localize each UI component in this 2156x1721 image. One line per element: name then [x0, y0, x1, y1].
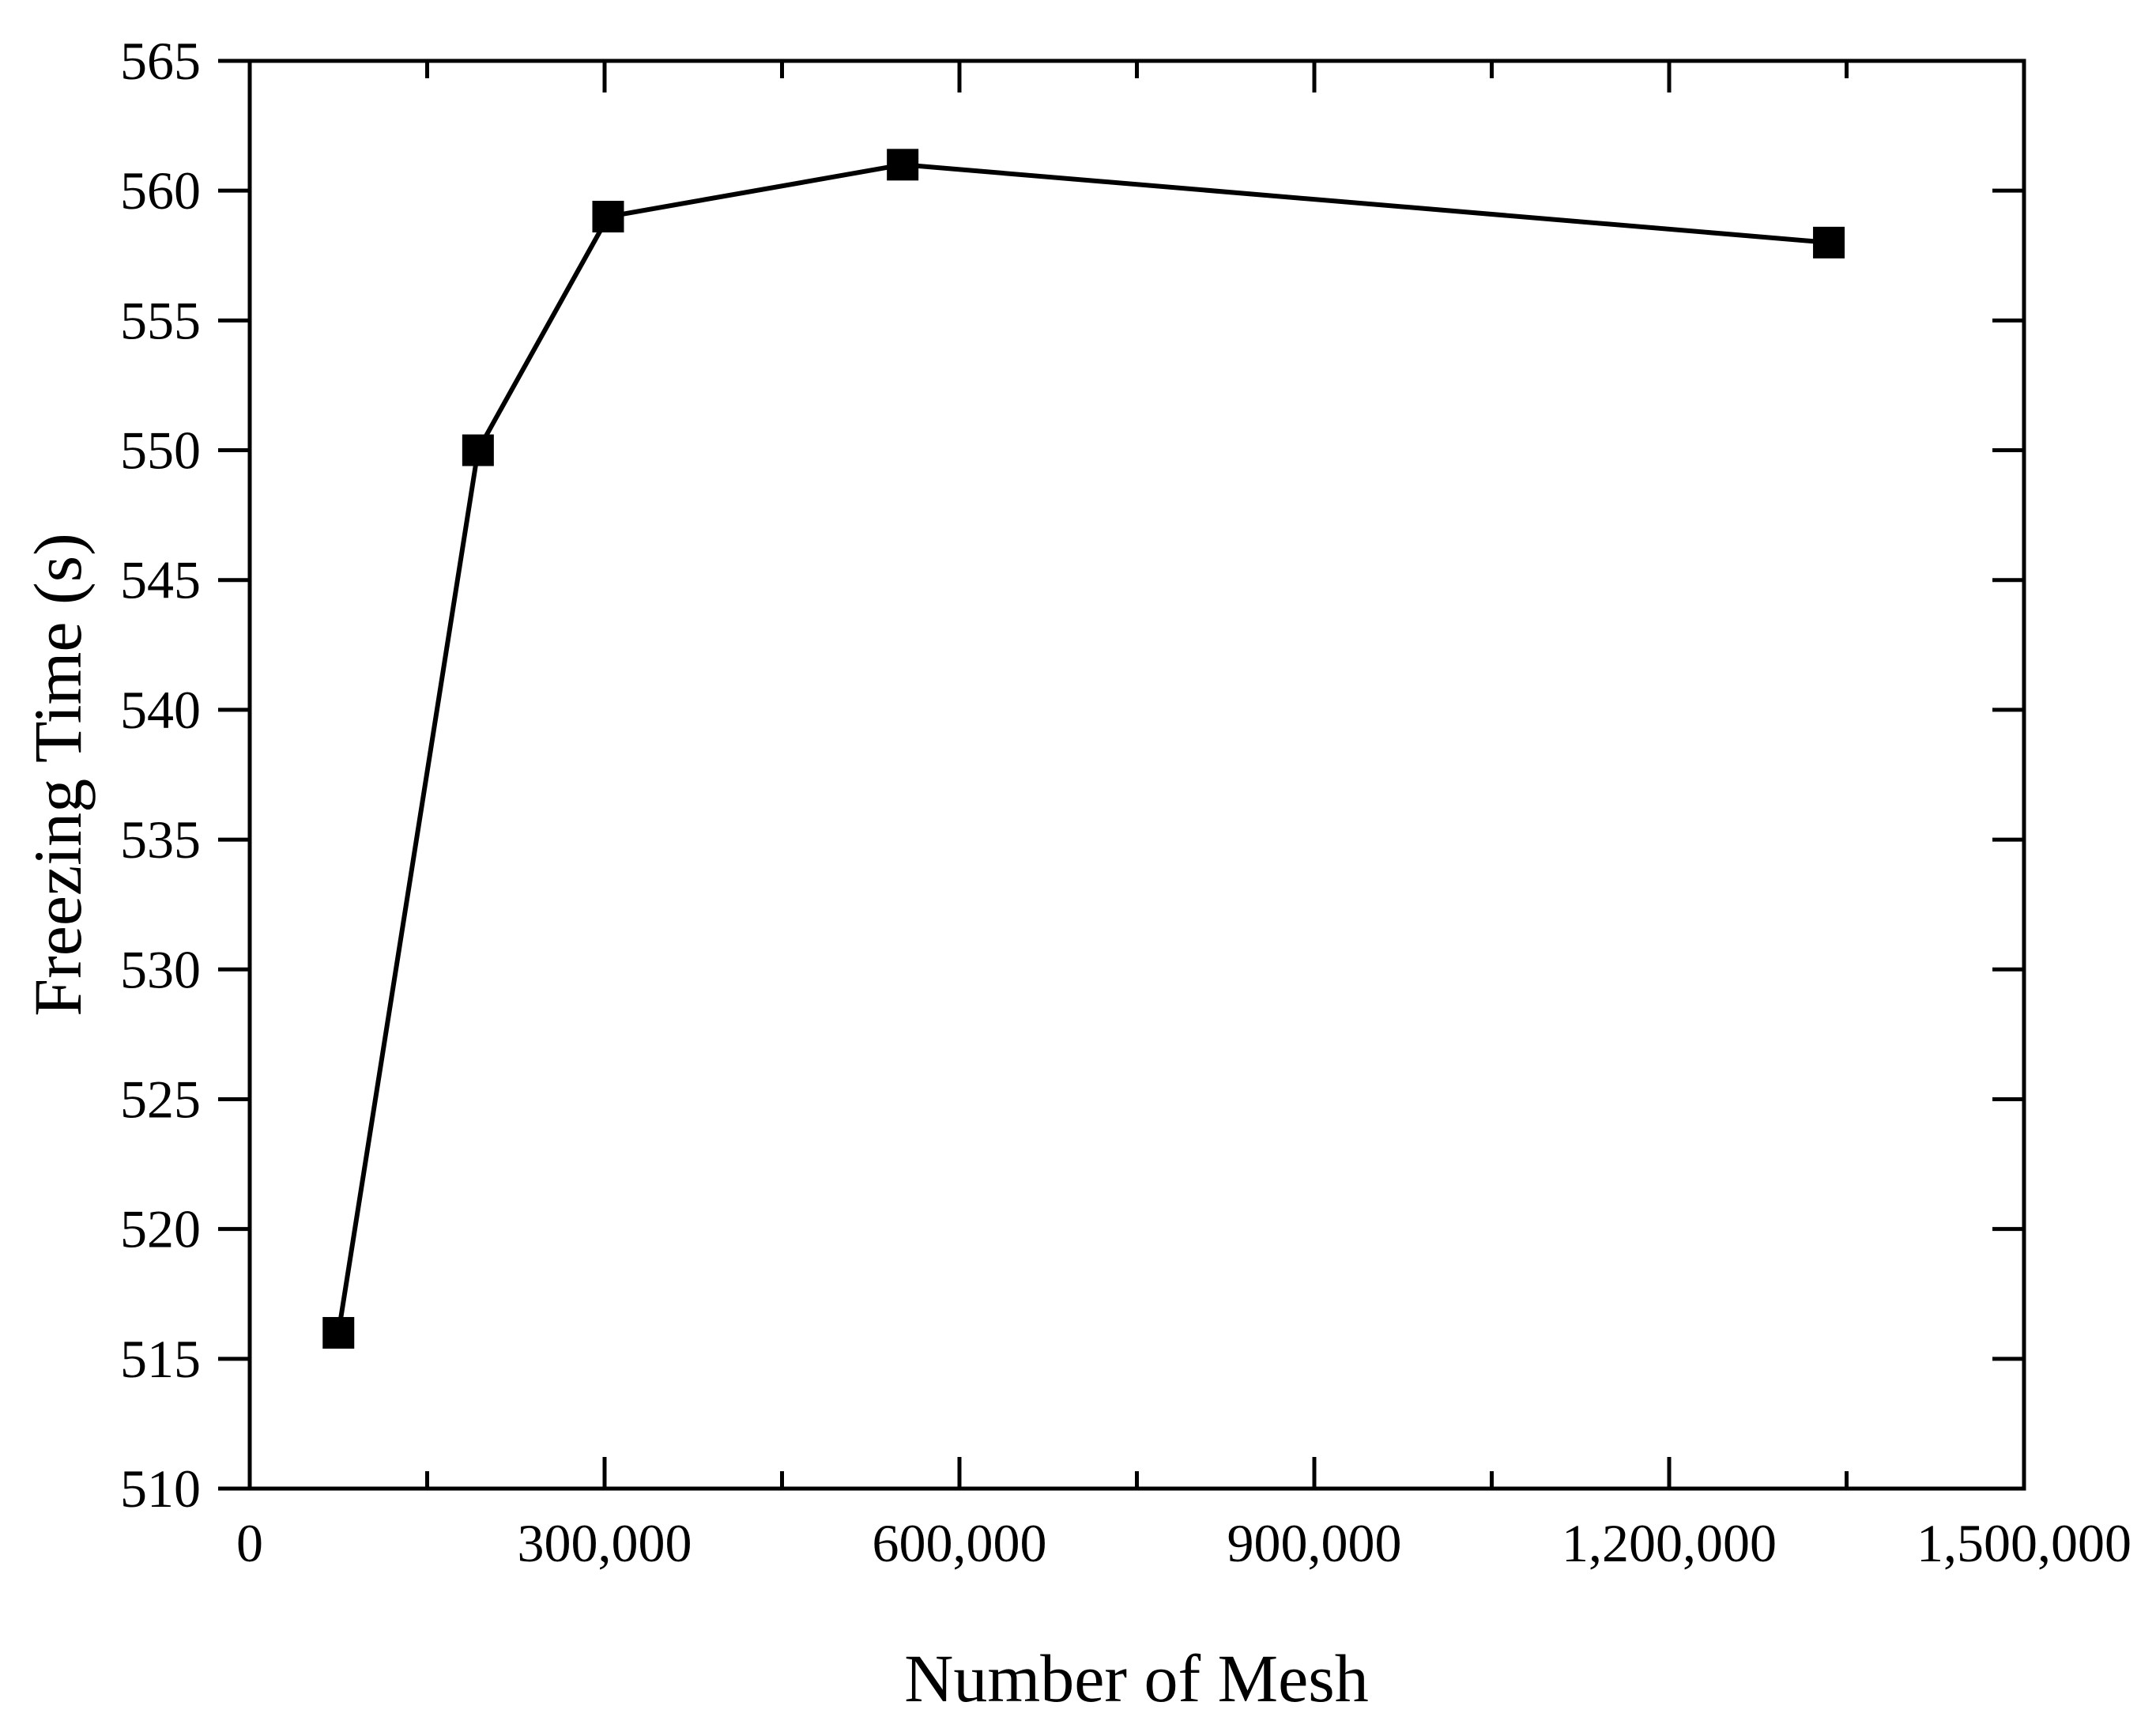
x-tick-labels: 0 300,000 600,000 900,000 1,200,000 1,500,000: [236, 1513, 2132, 1573]
x-tick-label: 0: [236, 1513, 263, 1573]
y-tick-label: 565: [120, 31, 201, 91]
data-point-marker: [592, 201, 624, 233]
y-axis-title: Freezing Time (s): [20, 533, 96, 1017]
y-tick-label: 515: [120, 1329, 201, 1389]
x-tick-label: 300,000: [518, 1513, 692, 1573]
y-tick-label: 525: [120, 1069, 201, 1129]
ticks-layer: [218, 58, 2026, 1491]
series-line: [336, 162, 1830, 1334]
series-layer: [322, 149, 1845, 1349]
y-tick-label: 530: [120, 939, 201, 999]
y-tick-label: 540: [120, 680, 201, 740]
y-tick-label: 545: [120, 550, 201, 610]
data-point-marker: [1813, 226, 1845, 259]
y-tick-label: 510: [120, 1459, 201, 1519]
y-tick-labels: 510 515 520 525 530 535 540 545 550 555 560 565: [120, 31, 201, 1519]
y-tick-label: 535: [120, 810, 201, 870]
data-point-marker: [322, 1316, 355, 1349]
plot-frame: [247, 58, 2026, 1491]
data-point-marker: [887, 149, 919, 181]
x-tick-label: 600,000: [873, 1513, 1047, 1573]
y-tick-label: 550: [120, 421, 201, 481]
x-tick-label: 900,000: [1227, 1513, 1402, 1573]
x-tick-label: 1,500,000: [1917, 1513, 2132, 1573]
y-tick-label: 520: [120, 1199, 201, 1259]
x-axis-title: Number of Mesh: [904, 1640, 1369, 1716]
y-tick-label: 560: [120, 160, 201, 221]
y-tick-label: 555: [120, 290, 201, 350]
data-point-marker: [462, 434, 494, 466]
x-tick-label: 1,200,000: [1562, 1513, 1777, 1573]
